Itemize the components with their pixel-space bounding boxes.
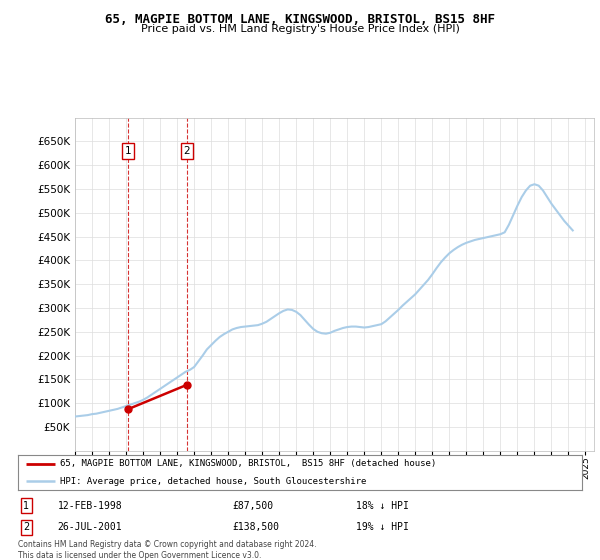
Text: 65, MAGPIE BOTTOM LANE, KINGSWOOD, BRISTOL, BS15 8HF: 65, MAGPIE BOTTOM LANE, KINGSWOOD, BRIST… (105, 13, 495, 26)
Text: 65, MAGPIE BOTTOM LANE, KINGSWOOD, BRISTOL,  BS15 8HF (detached house): 65, MAGPIE BOTTOM LANE, KINGSWOOD, BRIST… (60, 459, 437, 469)
Text: 2: 2 (23, 522, 29, 532)
Text: 1: 1 (23, 501, 29, 511)
Text: 2: 2 (184, 146, 190, 156)
Text: HPI: Average price, detached house, South Gloucestershire: HPI: Average price, detached house, Sout… (60, 477, 367, 486)
Text: £87,500: £87,500 (232, 501, 274, 511)
Text: 19% ↓ HPI: 19% ↓ HPI (356, 522, 409, 532)
Text: 1: 1 (125, 146, 131, 156)
Text: 26-JUL-2001: 26-JUL-2001 (58, 522, 122, 532)
Text: 12-FEB-1998: 12-FEB-1998 (58, 501, 122, 511)
Text: Contains HM Land Registry data © Crown copyright and database right 2024.
This d: Contains HM Land Registry data © Crown c… (18, 540, 317, 559)
Text: 18% ↓ HPI: 18% ↓ HPI (356, 501, 409, 511)
Text: £138,500: £138,500 (232, 522, 280, 532)
Text: Price paid vs. HM Land Registry's House Price Index (HPI): Price paid vs. HM Land Registry's House … (140, 24, 460, 34)
